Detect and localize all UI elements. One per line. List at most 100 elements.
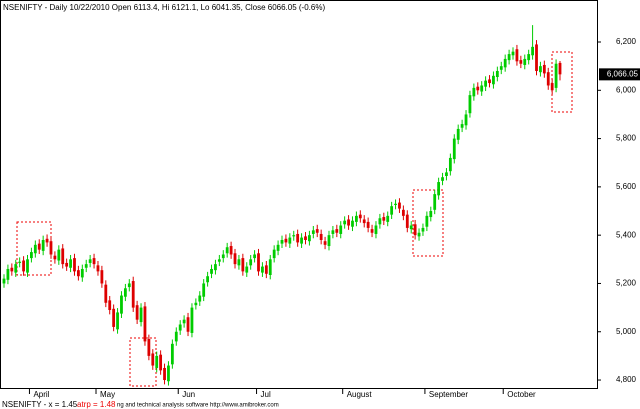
y-tick-label: 6,000 <box>616 85 637 94</box>
candle-body <box>198 295 202 302</box>
candle-body <box>139 307 143 323</box>
candle-body <box>155 355 159 368</box>
candle-body <box>311 230 315 234</box>
candle-body <box>26 259 29 273</box>
candle-body <box>464 114 468 126</box>
candle-body <box>492 75 495 85</box>
last-price-box <box>599 68 640 81</box>
x-tick-label: Jul <box>261 390 271 399</box>
candle-body <box>480 85 484 92</box>
candle-body <box>123 288 127 297</box>
x-tick-label: October <box>507 390 536 399</box>
candle-body <box>182 319 186 324</box>
candle-body <box>61 248 65 265</box>
candle-body <box>186 317 190 332</box>
candle-body <box>53 255 57 260</box>
chart-title: NSENIFTY - Daily 10/22/2010 Open 6113.4,… <box>3 3 325 12</box>
y-tick-label: 6,200 <box>616 37 637 46</box>
candle-body <box>2 278 6 284</box>
candle-body <box>362 219 366 224</box>
candle-body <box>30 252 33 259</box>
candle-body <box>237 259 241 266</box>
candle-body <box>190 307 194 333</box>
candle-body <box>45 238 49 243</box>
candle-body <box>445 172 448 177</box>
x-tick-label: May <box>100 390 115 399</box>
candle-body <box>441 177 444 181</box>
candle-body <box>472 87 476 97</box>
candle-body <box>261 266 264 273</box>
candle-body <box>319 233 323 240</box>
candle-body <box>468 95 472 114</box>
candle-body <box>276 244 280 251</box>
candle-body <box>374 225 378 234</box>
candle-body <box>554 63 558 88</box>
candle-body <box>284 238 288 243</box>
y-tick-label: 5,000 <box>616 327 637 336</box>
candle-body <box>550 83 554 91</box>
candle-body <box>241 258 245 272</box>
candle-body <box>73 258 76 272</box>
candle-body <box>178 324 182 331</box>
candle-body <box>398 202 401 209</box>
candle-body <box>257 253 260 272</box>
candle-body <box>448 157 452 172</box>
y-tick-label: 5,800 <box>616 134 637 143</box>
y-tick-label: 5,600 <box>616 182 637 191</box>
candle-body <box>503 58 507 68</box>
candle-body <box>116 312 119 330</box>
candle-body <box>108 300 112 311</box>
candle-body <box>18 261 22 263</box>
candle-body <box>22 260 25 272</box>
candle-body <box>268 259 272 276</box>
candle-body <box>210 268 213 274</box>
candle-body <box>515 49 519 62</box>
candle-body <box>382 217 386 221</box>
candle-body <box>127 283 131 288</box>
candle-body <box>343 220 347 225</box>
candle-body <box>409 225 413 230</box>
candle-body <box>280 239 284 244</box>
candle-body <box>308 235 311 242</box>
candle-body <box>288 237 292 244</box>
candle-body <box>112 308 116 327</box>
candle-body <box>69 259 72 268</box>
footer-text: NSENIFTY - x = 1.45 <box>2 400 78 409</box>
candle-body <box>206 276 210 283</box>
last-price-label: 6,066.05 <box>607 69 639 78</box>
candle-body <box>174 331 178 342</box>
candle-body <box>507 54 511 61</box>
candle-body <box>229 246 233 255</box>
candle-body <box>331 230 335 234</box>
x-tick-label: September <box>429 390 468 399</box>
candle-body <box>37 243 41 250</box>
candle-body <box>300 237 303 244</box>
candle-body <box>339 225 343 234</box>
candle-body <box>495 70 499 78</box>
y-tick-label: 5,400 <box>616 230 637 239</box>
candle-body <box>425 215 429 227</box>
candle-body <box>65 262 69 267</box>
candle-body <box>104 284 108 303</box>
candle-body <box>57 249 61 261</box>
candle-body <box>33 244 37 254</box>
candle-body <box>429 211 433 218</box>
candle-body <box>390 206 394 215</box>
candle-body <box>76 270 80 277</box>
candle-body <box>131 281 135 308</box>
candle-body <box>542 64 546 74</box>
candle-body <box>49 241 53 255</box>
candle-body <box>194 302 198 306</box>
candle-body <box>100 270 104 284</box>
candle-body <box>531 46 534 56</box>
candle-body <box>10 267 14 272</box>
candle-body <box>6 268 10 280</box>
candle-body <box>535 44 538 71</box>
candle-body <box>167 365 170 382</box>
candle-body <box>452 138 456 160</box>
candle-body <box>417 232 421 237</box>
candle-body <box>347 219 350 226</box>
candle-body <box>394 203 397 205</box>
candle-body <box>499 66 503 70</box>
